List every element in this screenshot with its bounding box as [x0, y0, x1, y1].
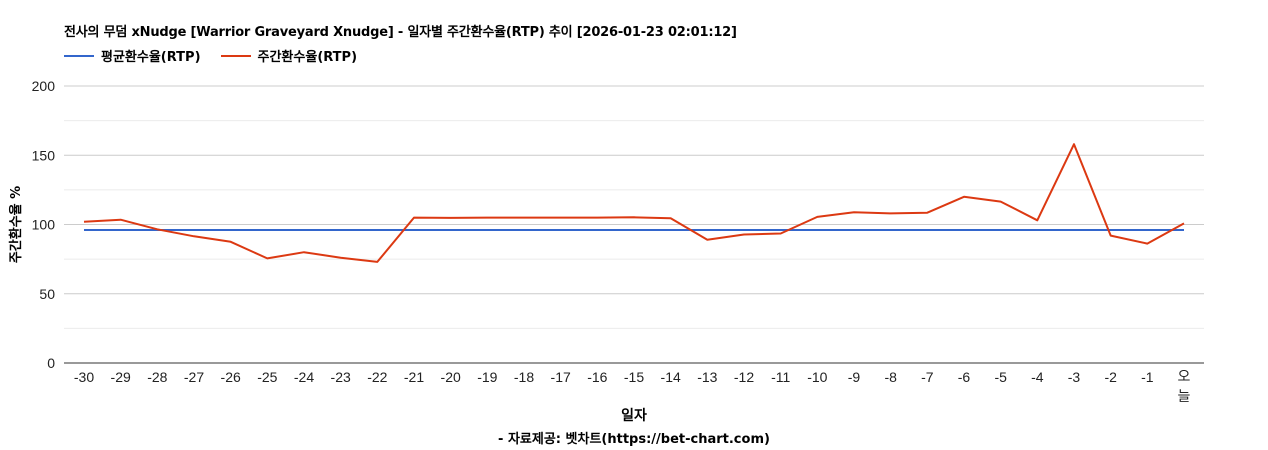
- x-tick-label: -29: [111, 369, 131, 385]
- x-tick-label: -11: [771, 369, 790, 385]
- x-axis-label: 일자: [621, 408, 647, 424]
- x-tick-label: -19: [477, 369, 497, 385]
- x-tick-label: -30: [74, 369, 94, 385]
- legend-item-average-rtp[interactable]: 평균환수율(RTP): [64, 46, 201, 65]
- data-source-credit: - 자료제공: 벳차트(https://bet-chart.com): [498, 432, 770, 447]
- y-axis-label: 주간환수율 %: [8, 186, 24, 263]
- y-tick-label: 150: [32, 147, 56, 163]
- legend-label-weekly: 주간환수율(RTP): [257, 50, 358, 65]
- x-tick-label: -22: [367, 369, 387, 385]
- x-tick-label: -24: [294, 369, 314, 385]
- x-tick-label: 늘: [1178, 388, 1191, 404]
- x-tick-label: -16: [587, 369, 607, 385]
- x-tick-label: -13: [697, 369, 717, 385]
- x-tick-label: -23: [331, 369, 351, 385]
- x-tick-label: -26: [221, 369, 241, 385]
- x-tick-label: -12: [734, 369, 754, 385]
- chart-legend: 평균환수율(RTP) 주간환수율(RTP): [64, 46, 377, 65]
- x-tick-label: -9: [848, 369, 861, 385]
- y-tick-label: 0: [47, 355, 55, 371]
- x-tick-label: -21: [404, 369, 424, 385]
- x-tick-label: 오: [1178, 368, 1191, 384]
- x-tick-label: -3: [1068, 369, 1081, 385]
- x-tick-label: -1: [1141, 369, 1154, 385]
- y-tick-label: 200: [32, 78, 56, 94]
- y-tick-label: 100: [32, 217, 56, 233]
- y-tick-label: 50: [39, 286, 55, 302]
- legend-label-average: 평균환수율(RTP): [101, 50, 201, 65]
- x-tick-label: -4: [1031, 369, 1044, 385]
- legend-swatch-weekly: [220, 54, 251, 57]
- legend-swatch-average: [64, 54, 94, 57]
- x-tick-label: -28: [147, 369, 167, 385]
- x-tick-label: -25: [257, 369, 277, 385]
- chart-title: 전사의 무덤 xNudge [Warrior Graveyard Xnudge]…: [64, 25, 737, 40]
- x-tick-label: -18: [514, 369, 534, 385]
- x-tick-label: -17: [551, 369, 571, 385]
- x-tick-label: -20: [441, 369, 461, 385]
- x-tick-label: -8: [884, 369, 897, 385]
- x-tick-label: -5: [994, 369, 1007, 385]
- x-tick-label: -15: [624, 369, 644, 385]
- x-tick-label: -14: [661, 369, 681, 385]
- weekly-rtp-line[interactable]: [83, 143, 1185, 263]
- legend-item-weekly-rtp[interactable]: 주간환수율(RTP): [220, 46, 358, 65]
- x-tick-label: -10: [807, 369, 827, 385]
- x-tick-label: -27: [184, 369, 204, 385]
- x-tick-label: -2: [1104, 369, 1117, 385]
- x-tick-label: -7: [921, 369, 934, 385]
- x-tick-label: -6: [958, 369, 971, 385]
